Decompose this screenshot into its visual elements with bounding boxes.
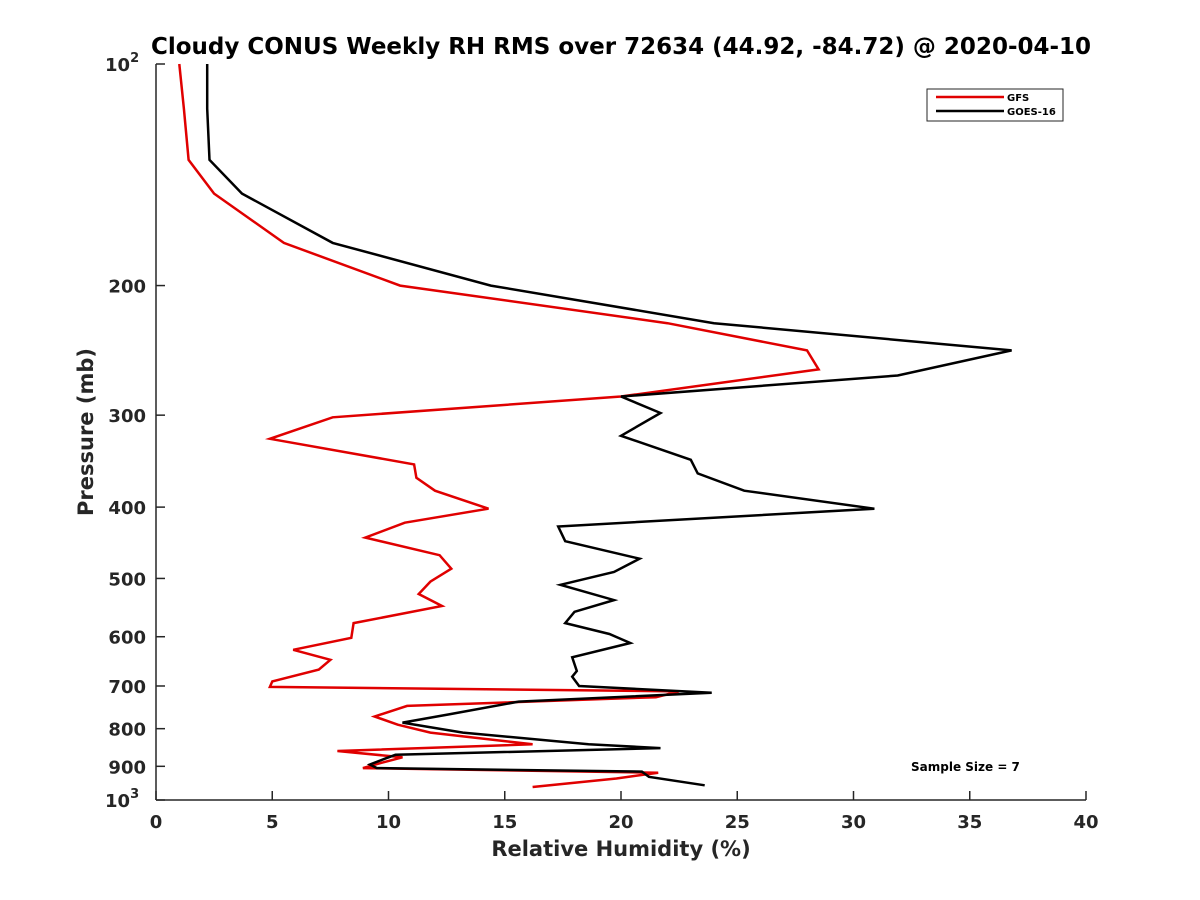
legend: GFS GOES-16 [926, 88, 1064, 122]
x-tick-label: 30 [841, 812, 866, 833]
y-tick-label: 700 [108, 677, 146, 698]
y-tick-label: 800 [108, 720, 146, 741]
x-tick-label: 15 [492, 812, 517, 833]
legend-box [926, 88, 1064, 122]
y-tick-label: 103 [105, 787, 139, 812]
x-tick-label: 35 [957, 812, 982, 833]
y-tick-label: 400 [108, 498, 146, 519]
y-tick-label: 200 [108, 277, 146, 298]
series-line-goes-16 [205, 64, 1012, 787]
legend-label-gfs: GFS [1007, 93, 1029, 104]
x-tick-label: 0 [150, 812, 163, 833]
y-tick-label: 500 [108, 569, 146, 590]
x-axis-ticks: 0 5 10 15 20 25 30 35 40 [150, 791, 1099, 833]
y-tick-label: 102 [105, 51, 139, 76]
y-axis-label: Pressure (mb) [74, 348, 98, 516]
series-layer [178, 63, 1012, 789]
x-tick-label: 40 [1073, 812, 1098, 833]
series-line-gfs [178, 63, 821, 789]
x-tick-label: 10 [376, 812, 401, 833]
y-tick-label: 300 [108, 406, 146, 427]
x-axis-label: Relative Humidity (%) [491, 837, 750, 861]
x-tick-label: 5 [266, 812, 279, 833]
sample-size-annotation: Sample Size = 7 [911, 760, 1020, 774]
y-axis-ticks: 102 200 300 400 500 600 700 800 900 103 [105, 51, 165, 812]
y-tick-label: 900 [108, 757, 146, 778]
chart-title: Cloudy CONUS Weekly RH RMS over 72634 (4… [151, 34, 1091, 60]
y-tick-label: 600 [108, 628, 146, 649]
legend-label-goes16: GOES-16 [1007, 107, 1056, 118]
x-tick-label: 20 [608, 812, 633, 833]
x-tick-label: 25 [725, 812, 750, 833]
